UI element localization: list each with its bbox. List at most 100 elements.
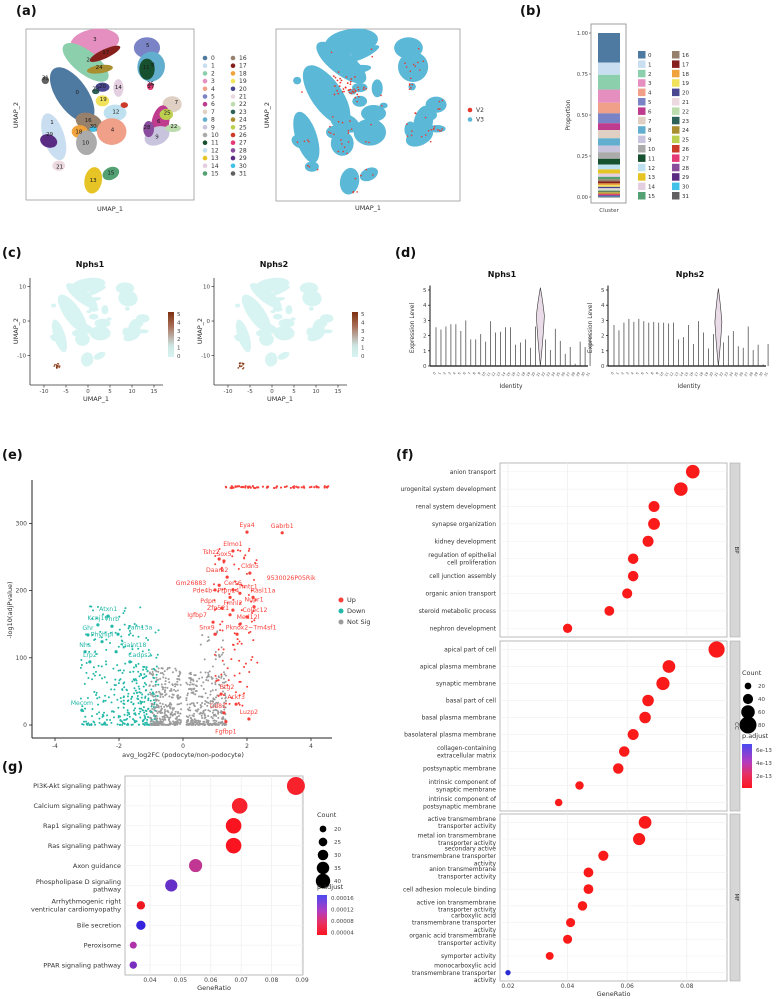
svg-text:20: 20	[709, 372, 715, 378]
svg-text:kidney development: kidney development	[435, 538, 497, 545]
svg-text:3: 3	[447, 372, 452, 376]
svg-text:Nphs2: Nphs2	[260, 260, 288, 269]
svg-text:0.00008: 0.00008	[331, 919, 354, 925]
svg-text:28: 28	[748, 372, 754, 378]
svg-text:17: 17	[102, 50, 109, 56]
svg-text:35: 35	[334, 866, 341, 872]
svg-text:secondary active: secondary active	[445, 845, 497, 852]
svg-text:12: 12	[491, 372, 497, 378]
svg-text:cell adhesion molecule binding: cell adhesion molecule binding	[403, 886, 496, 893]
svg-text:5: 5	[108, 389, 112, 395]
svg-text:synaptic membrane: synaptic membrane	[436, 681, 496, 688]
svg-text:8: 8	[472, 372, 477, 376]
svg-text:10: 10	[481, 372, 487, 378]
svg-text:UMAP_1: UMAP_1	[267, 395, 293, 403]
svg-text:Rap1 signaling pathway: Rap1 signaling pathway	[43, 822, 121, 830]
panel-label-a: (a)	[16, 4, 37, 19]
svg-text:0.00: 0.00	[577, 195, 588, 201]
svg-text:0: 0	[270, 389, 274, 395]
svg-text:29: 29	[575, 372, 581, 378]
svg-text:V3: V3	[476, 117, 484, 124]
svg-text:6: 6	[648, 109, 652, 115]
svg-text:17: 17	[682, 62, 689, 68]
svg-text:synaptic membrane: synaptic membrane	[436, 786, 496, 793]
svg-text:transporter activity: transporter activity	[438, 907, 496, 914]
svg-text:14: 14	[211, 163, 219, 170]
svg-text:transporter activity: transporter activity	[438, 840, 496, 847]
svg-text:100: 100	[16, 655, 28, 662]
svg-text:21: 21	[682, 100, 689, 106]
svg-text:-10: -10	[201, 354, 210, 360]
svg-text:active transmembrane: active transmembrane	[428, 816, 497, 823]
svg-text:40: 40	[334, 879, 341, 885]
svg-text:2: 2	[423, 334, 427, 340]
svg-text:0.00012: 0.00012	[331, 908, 354, 914]
svg-text:22: 22	[239, 101, 247, 108]
svg-text:Count: Count	[742, 669, 762, 677]
svg-text:25: 25	[164, 111, 171, 117]
svg-text:PI3K-Akt signaling pathway: PI3K-Akt signaling pathway	[33, 782, 121, 790]
svg-text:0: 0	[86, 389, 90, 395]
svg-text:22: 22	[719, 372, 725, 378]
svg-text:27: 27	[743, 372, 749, 378]
svg-text:2: 2	[620, 372, 625, 376]
svg-text:0.50: 0.50	[577, 113, 588, 119]
svg-text:Cadps2: Cadps2	[128, 652, 151, 659]
svg-text:nephron development: nephron development	[430, 625, 497, 632]
svg-text:30: 30	[90, 124, 97, 130]
panel-a-sample-umap-chart: UMAP_1 UMAP_2 V2 V3	[263, 28, 484, 212]
svg-text:17: 17	[694, 372, 700, 378]
svg-text:0: 0	[423, 364, 427, 370]
svg-text:19: 19	[100, 97, 107, 103]
svg-text:4: 4	[177, 320, 181, 326]
svg-text:2: 2	[648, 72, 652, 78]
svg-text:transmembrane transporter: transmembrane transporter	[412, 970, 497, 977]
svg-text:7: 7	[645, 372, 650, 376]
svg-text:MF: MF	[733, 894, 739, 902]
svg-text:Phospholipase D signaling: Phospholipase D signaling	[36, 878, 121, 886]
svg-text:30: 30	[580, 372, 586, 378]
svg-text:0: 0	[610, 372, 615, 376]
svg-text:1: 1	[211, 63, 215, 70]
svg-text:V2: V2	[476, 107, 484, 114]
svg-text:Ghr: Ghr	[82, 625, 94, 632]
svg-text:28: 28	[682, 166, 689, 172]
svg-text:Nupr1: Nupr1	[245, 597, 264, 604]
svg-text:6: 6	[462, 372, 467, 376]
svg-text:Luzp2: Luzp2	[240, 709, 258, 716]
svg-text:29: 29	[753, 372, 759, 378]
svg-text:5: 5	[423, 288, 427, 294]
svg-text:organic anion transport: organic anion transport	[426, 591, 497, 598]
svg-text:20: 20	[682, 91, 689, 97]
svg-text:intrinsic component of: intrinsic component of	[429, 779, 497, 786]
svg-text:22: 22	[541, 372, 547, 378]
svg-text:cell proliferation: cell proliferation	[447, 560, 496, 567]
panel-label-c: (c)	[2, 246, 22, 261]
svg-text:13: 13	[674, 372, 680, 378]
svg-text:9: 9	[155, 134, 159, 140]
svg-text:18: 18	[682, 72, 689, 78]
svg-text:UMAP_2: UMAP_2	[196, 318, 204, 344]
svg-text:Nhs: Nhs	[79, 642, 91, 649]
svg-text:4: 4	[111, 128, 115, 134]
svg-text:avg_log2FC (podocyte/non-podoc: avg_log2FC (podocyte/non-podocyte)	[122, 751, 244, 759]
svg-text:20: 20	[239, 86, 247, 93]
svg-text:basal part of cell: basal part of cell	[446, 698, 496, 705]
svg-text:Identity: Identity	[500, 383, 523, 390]
svg-text:Med12l: Med12l	[237, 614, 260, 621]
svg-text:intrinsic component of: intrinsic component of	[429, 796, 497, 803]
svg-text:25: 25	[682, 138, 689, 144]
svg-text:cell junction assembly: cell junction assembly	[429, 573, 496, 580]
svg-text:30: 30	[239, 163, 247, 170]
svg-text:GeneRatio: GeneRatio	[197, 984, 231, 992]
svg-text:28: 28	[570, 372, 576, 378]
svg-text:0.05: 0.05	[174, 977, 188, 984]
svg-text:0.02: 0.02	[501, 983, 515, 990]
svg-text:monocarboxylic acid: monocarboxylic acid	[434, 962, 496, 969]
svg-text:Expression Level: Expression Level	[587, 303, 594, 354]
svg-text:17: 17	[516, 372, 522, 378]
svg-text:15: 15	[684, 372, 690, 378]
svg-text:5: 5	[457, 372, 462, 376]
svg-text:21: 21	[714, 372, 720, 378]
